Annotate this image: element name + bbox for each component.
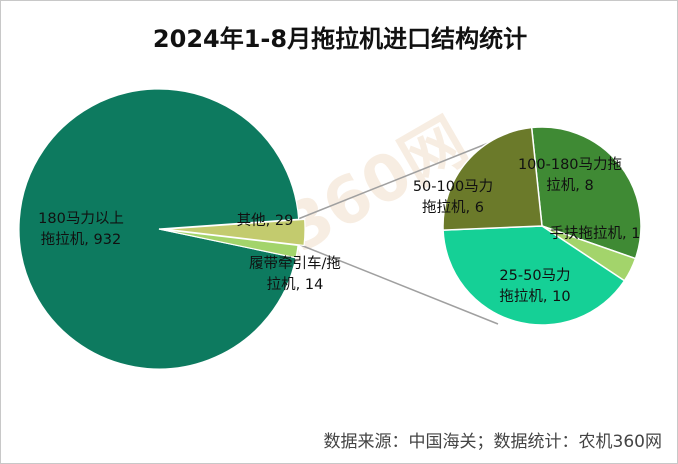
slice-label: 履带牵引车/拖 xyxy=(249,255,341,272)
connector-lines xyxy=(292,139,499,325)
slice-label: 拖拉机, 10 xyxy=(499,288,570,305)
slice-label: 100-180马力拖 xyxy=(518,156,622,173)
secondary-pie-slice xyxy=(530,126,642,260)
chart-title: 2024年1-8月拖拉机进口结构统计 xyxy=(153,25,527,53)
slice-label: 拖拉机, 932 xyxy=(41,231,121,248)
slice-label: 拖拉机, 6 xyxy=(422,199,484,216)
slice-label: 拉机, 8 xyxy=(546,177,593,194)
slice-label: 拉机, 14 xyxy=(267,276,324,293)
connector-line xyxy=(292,139,497,222)
slice-label: 25-50马力 xyxy=(499,267,570,284)
source-note: 数据来源：中国海关；数据统计：农机360网 xyxy=(324,432,662,452)
main-pie xyxy=(18,88,306,370)
secondary-pie xyxy=(442,126,642,326)
slice-label: 180马力以上 xyxy=(38,210,124,227)
slice-label: 手扶拖拉机, 1 xyxy=(550,225,641,242)
main-pie-slice xyxy=(164,218,306,247)
slice-label: 其他, 29 xyxy=(237,212,294,229)
secondary-pie-slice xyxy=(442,126,543,231)
main-pie-slice xyxy=(18,88,300,370)
connector-line xyxy=(292,241,499,325)
slice-label: 50-100马力 xyxy=(413,178,493,195)
secondary-pie-slice xyxy=(442,225,626,326)
